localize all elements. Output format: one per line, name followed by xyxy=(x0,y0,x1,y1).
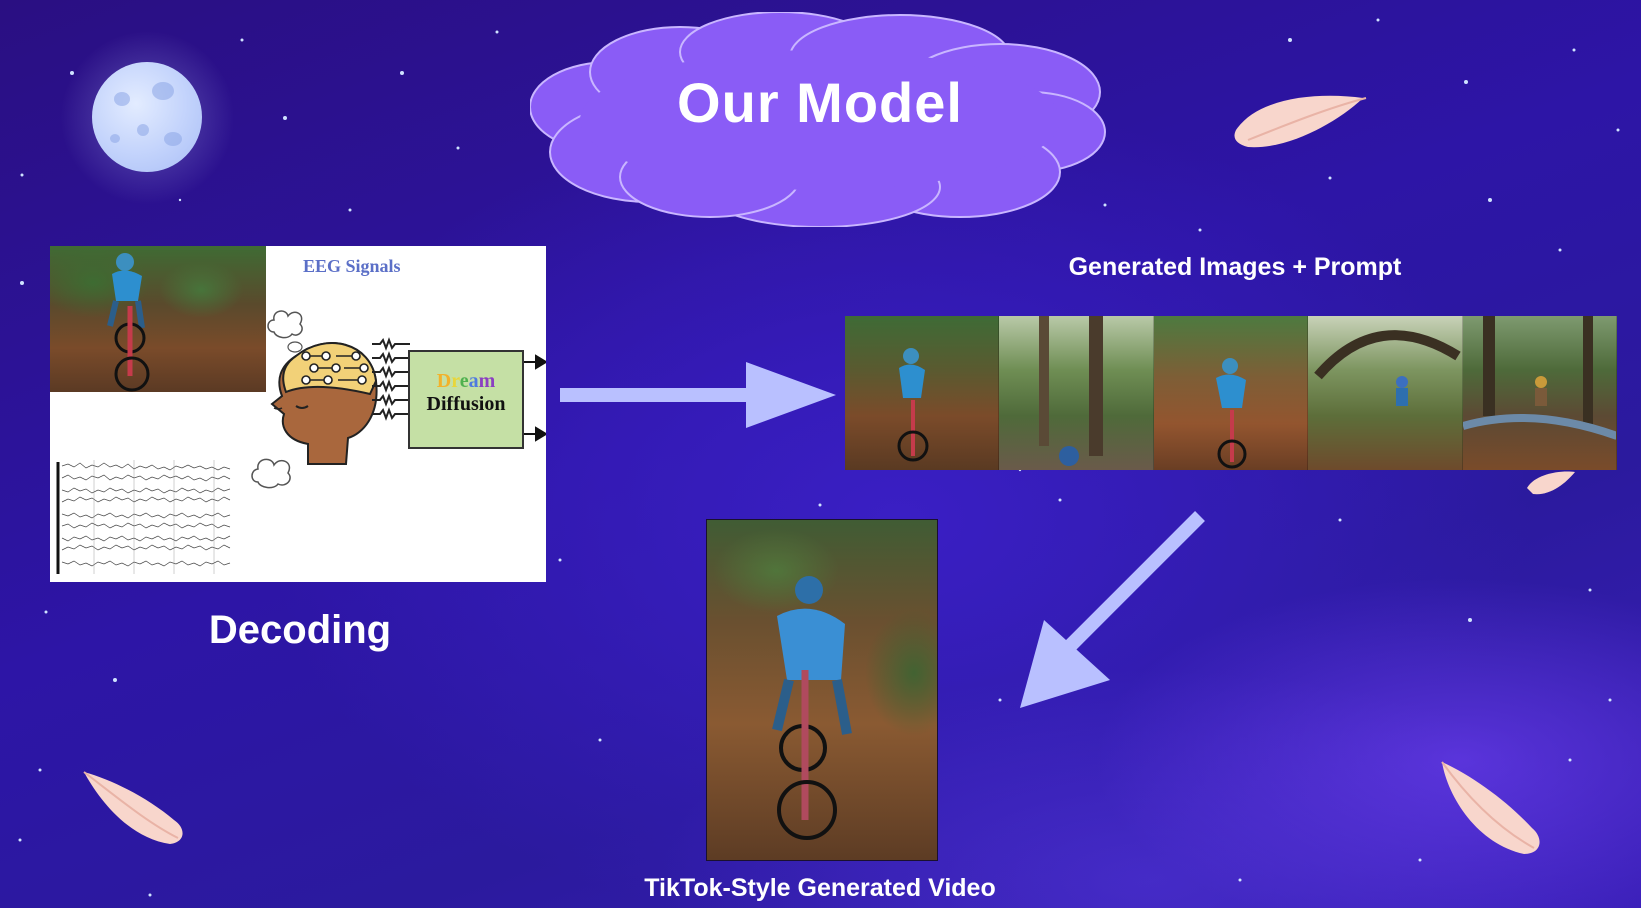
thought-cloud-icon xyxy=(287,341,303,353)
diffusion-word: Diffusion xyxy=(426,393,506,415)
decoding-label: Decoding xyxy=(208,608,392,652)
feather-icon xyxy=(1441,761,1540,854)
down-left-arrow-icon xyxy=(1020,511,1205,708)
feather-icon xyxy=(1527,471,1575,495)
decoding-panel xyxy=(50,246,546,582)
output-arrows xyxy=(520,354,546,442)
dream-letter: D xyxy=(436,370,452,392)
generated-image xyxy=(845,316,1000,470)
title-cloud-icon xyxy=(530,12,1106,227)
dream-letter: r xyxy=(451,370,460,392)
generated-image xyxy=(1153,316,1309,470)
brain-head-icon xyxy=(270,342,378,465)
thought-cloud-icon xyxy=(267,310,303,339)
generated-video-label: TikTok-Style Generated Video xyxy=(644,874,996,902)
thought-cloud-icon xyxy=(251,458,291,489)
generated-image xyxy=(1462,316,1618,470)
slide-title: Our Model xyxy=(677,71,963,134)
electrode-wires xyxy=(372,337,410,421)
dream-letter: m xyxy=(478,370,496,392)
eeg-signals-label: EEG Signals xyxy=(303,256,401,276)
feather-icon xyxy=(1234,95,1367,148)
feather-icon xyxy=(83,771,183,844)
generated-video-frame xyxy=(706,519,938,861)
generated-image xyxy=(999,316,1154,470)
source-photo xyxy=(50,246,266,392)
generated-images-label: Generated Images + Prompt xyxy=(1068,253,1402,281)
eeg-plot xyxy=(56,460,231,574)
generated-images-strip xyxy=(845,316,1618,470)
dream-letter: a xyxy=(468,370,479,392)
right-arrow-icon xyxy=(560,362,836,428)
generated-image xyxy=(1308,316,1463,470)
dream-diffusion-box: Dream Diffusion xyxy=(408,350,524,449)
moon-icon xyxy=(92,62,202,172)
dream-word: Dream xyxy=(410,370,522,393)
dream-letter: e xyxy=(459,370,469,392)
